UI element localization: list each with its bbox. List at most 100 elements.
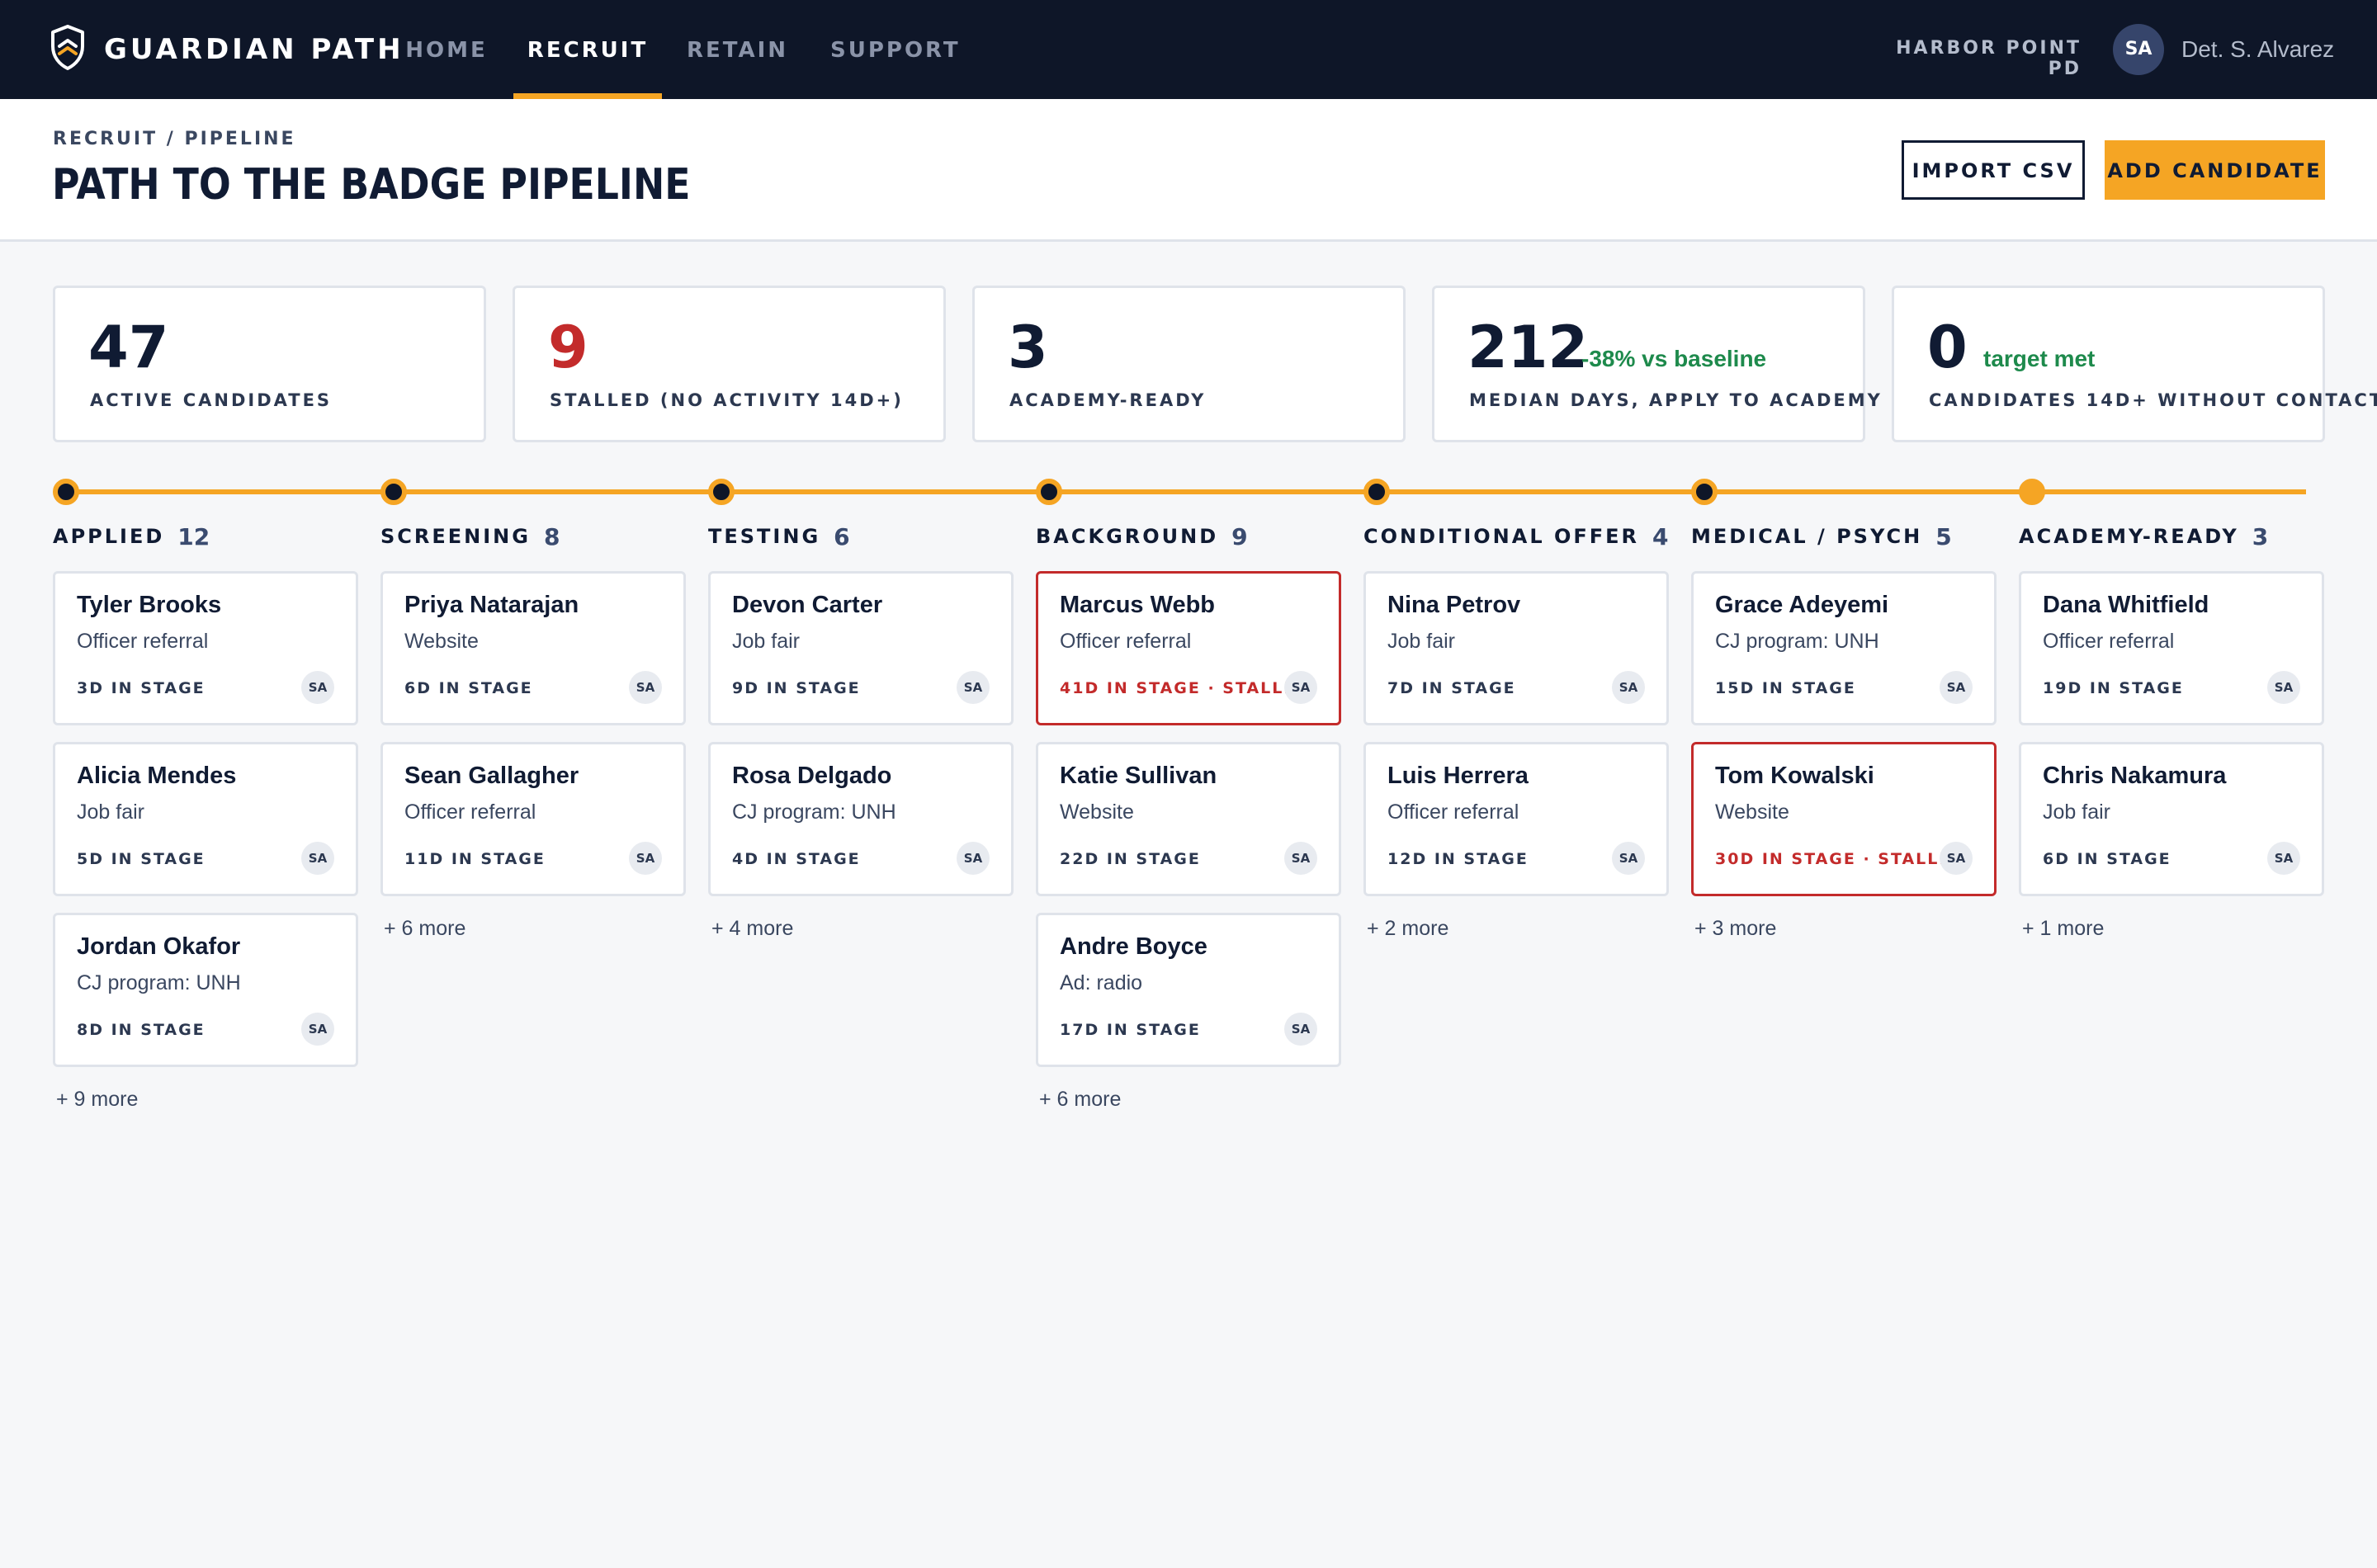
days-in-stage: 7D IN STAGE: [1387, 679, 1516, 697]
candidate-card[interactable]: Sean Gallagher Officer referral 11D IN S…: [380, 742, 686, 896]
candidate-name: Luis Herrera: [1387, 763, 1529, 789]
owner-avatar: SA: [629, 842, 662, 875]
stage-count: 12: [177, 522, 210, 550]
candidate-source: Job fair: [732, 630, 800, 653]
candidate-source: Officer referral: [2043, 630, 2175, 653]
candidate-name: Sean Gallagher: [404, 763, 579, 789]
owner-avatar: SA: [301, 1013, 334, 1046]
candidate-name: Tyler Brooks: [77, 592, 222, 618]
candidate-card[interactable]: Andre Boyce Ad: radio 17D IN STAGE SA: [1036, 913, 1341, 1067]
days-in-stage: 5D IN STAGE: [77, 850, 206, 868]
add-candidate-button[interactable]: ADD CANDIDATE: [2105, 140, 2325, 200]
candidate-card[interactable]: Priya Natarajan Website 6D IN STAGE SA: [380, 571, 686, 725]
show-more-link[interactable]: + 6 more: [1039, 1088, 1122, 1111]
candidate-card[interactable]: Tyler Brooks Officer referral 3D IN STAG…: [53, 571, 358, 725]
page-title: PATH TO THE BADGE PIPELINE: [52, 160, 691, 210]
candidate-source: Officer referral: [1060, 630, 1192, 653]
kpi-label: STALLED (NO ACTIVITY 14D+): [550, 390, 904, 410]
timeline-node-background: [1036, 479, 1062, 505]
candidate-card[interactable]: Chris Nakamura Job fair 6D IN STAGE SA: [2019, 742, 2324, 896]
owner-avatar: SA: [1940, 842, 1973, 875]
candidate-card-stalled[interactable]: Tom Kowalski Website 30D IN STAGE · STAL…: [1691, 742, 1997, 896]
timeline-node-applied: [53, 479, 79, 505]
show-more-link[interactable]: + 9 more: [56, 1088, 139, 1111]
candidate-card[interactable]: Dana Whitfield Officer referral 19D IN S…: [2019, 571, 2324, 725]
candidate-source: Officer referral: [1387, 801, 1519, 824]
timeline-node-conditional-offer: [1363, 479, 1390, 505]
stage-count: 3: [2252, 522, 2269, 550]
candidate-card[interactable]: Devon Carter Job fair 9D IN STAGE SA: [708, 571, 1014, 725]
brand[interactable]: GUARDIAN PATH: [50, 24, 404, 75]
days-in-stage: 22D IN STAGE: [1060, 850, 1201, 868]
brand-name: GUARDIAN PATH: [104, 33, 404, 66]
candidate-card[interactable]: Rosa Delgado CJ program: UNH 4D IN STAGE…: [708, 742, 1014, 896]
stage-column-testing: TESTING 6 Devon Carter Job fair 9D IN ST…: [708, 520, 1014, 940]
candidate-name: Jordan Okafor: [77, 933, 241, 960]
days-in-stage: 3D IN STAGE: [77, 679, 206, 697]
show-more-link[interactable]: + 6 more: [384, 917, 466, 940]
days-in-stage: 4D IN STAGE: [732, 850, 861, 868]
stage-column-screening: SCREENING 8 Priya Natarajan Website 6D I…: [380, 520, 686, 940]
days-in-stage: 9D IN STAGE: [732, 679, 861, 697]
candidate-source: Job fair: [2043, 801, 2110, 824]
user-name[interactable]: Det. S. Alvarez: [2181, 36, 2335, 62]
days-in-stage: 11D IN STAGE: [404, 850, 546, 868]
stage-title: BACKGROUND: [1036, 525, 1219, 548]
candidate-source: CJ program: UNH: [1715, 630, 1879, 653]
candidate-card[interactable]: Jordan Okafor CJ program: UNH 8D IN STAG…: [53, 913, 358, 1067]
user-avatar[interactable]: SA: [2113, 24, 2164, 75]
candidate-card[interactable]: Alicia Mendes Job fair 5D IN STAGE SA: [53, 742, 358, 896]
shield-chevron-icon: [50, 24, 86, 75]
candidate-card-stalled[interactable]: Marcus Webb Officer referral 41D IN STAG…: [1036, 571, 1341, 725]
owner-avatar: SA: [1940, 671, 1973, 704]
candidate-name: Rosa Delgado: [732, 763, 892, 789]
stage-count: 5: [1935, 522, 1952, 550]
candidate-source: Website: [1060, 801, 1134, 824]
stage-header: CONDITIONAL OFFER 4: [1363, 520, 1669, 553]
stage-count: 8: [543, 522, 560, 550]
candidate-card[interactable]: Katie Sullivan Website 22D IN STAGE SA: [1036, 742, 1341, 896]
nav-recruit[interactable]: RECRUIT: [513, 0, 662, 99]
kpi-card-stalled: 9 STALLED (NO ACTIVITY 14D+): [513, 286, 946, 442]
candidate-name: Marcus Webb: [1060, 592, 1216, 618]
stage-column-academy-ready: ACADEMY-READY 3 Dana Whitfield Officer r…: [2019, 520, 2324, 940]
stage-header: MEDICAL / PSYCH 5: [1691, 520, 1997, 553]
kpi-value: 212: [1467, 314, 1589, 381]
timeline-node-screening: [380, 479, 407, 505]
owner-avatar: SA: [1612, 671, 1645, 704]
candidate-card[interactable]: Nina Petrov Job fair 7D IN STAGE SA: [1363, 571, 1669, 725]
stage-column-conditional-offer: CONDITIONAL OFFER 4 Nina Petrov Job fair…: [1363, 520, 1669, 940]
breadcrumb[interactable]: RECRUIT / PIPELINE: [53, 129, 296, 149]
candidate-card[interactable]: Grace Adeyemi CJ program: UNH 15D IN STA…: [1691, 571, 1997, 725]
nav-retain[interactable]: RETAIN: [687, 38, 789, 63]
candidate-name: Dana Whitfield: [2043, 592, 2209, 618]
kpi-value: 0: [1927, 314, 1968, 381]
show-more-link[interactable]: + 1 more: [2022, 917, 2105, 940]
nav-home[interactable]: HOME: [405, 38, 488, 63]
stage-header: APPLIED 12: [53, 520, 358, 553]
kpi-value: 3: [1008, 314, 1048, 381]
kpi-label: ACADEMY-READY: [1009, 390, 1207, 410]
stage-column-background: BACKGROUND 9 Marcus Webb Officer referra…: [1036, 520, 1341, 1111]
owner-avatar: SA: [629, 671, 662, 704]
candidate-source: Officer referral: [77, 630, 209, 653]
kpi-delta: target met: [1983, 346, 2096, 371]
stage-count: 4: [1652, 522, 1669, 550]
kpi-label: ACTIVE CANDIDATES: [90, 390, 333, 410]
owner-avatar: SA: [301, 842, 334, 875]
owner-avatar: SA: [1284, 842, 1317, 875]
stage-count: 9: [1231, 522, 1248, 550]
show-more-link[interactable]: + 2 more: [1367, 917, 1449, 940]
stage-count: 6: [834, 522, 850, 550]
nav-support[interactable]: SUPPORT: [830, 38, 961, 63]
import-csv-button[interactable]: IMPORT CSV: [1902, 140, 2085, 200]
candidate-name: Alicia Mendes: [77, 763, 237, 789]
show-more-link[interactable]: + 3 more: [1694, 917, 1777, 940]
candidate-card[interactable]: Luis Herrera Officer referral 12D IN STA…: [1363, 742, 1669, 896]
kpi-card-median-days: 212 -38% vs baseline MEDIAN DAYS, APPLY …: [1432, 286, 1880, 442]
kpi-card-academy-ready: 3 ACADEMY-READY: [972, 286, 1406, 442]
stage-header: TESTING 6: [708, 520, 1014, 553]
stage-title: TESTING: [708, 525, 821, 548]
days-in-stage: 6D IN STAGE: [404, 679, 533, 697]
show-more-link[interactable]: + 4 more: [711, 917, 794, 940]
